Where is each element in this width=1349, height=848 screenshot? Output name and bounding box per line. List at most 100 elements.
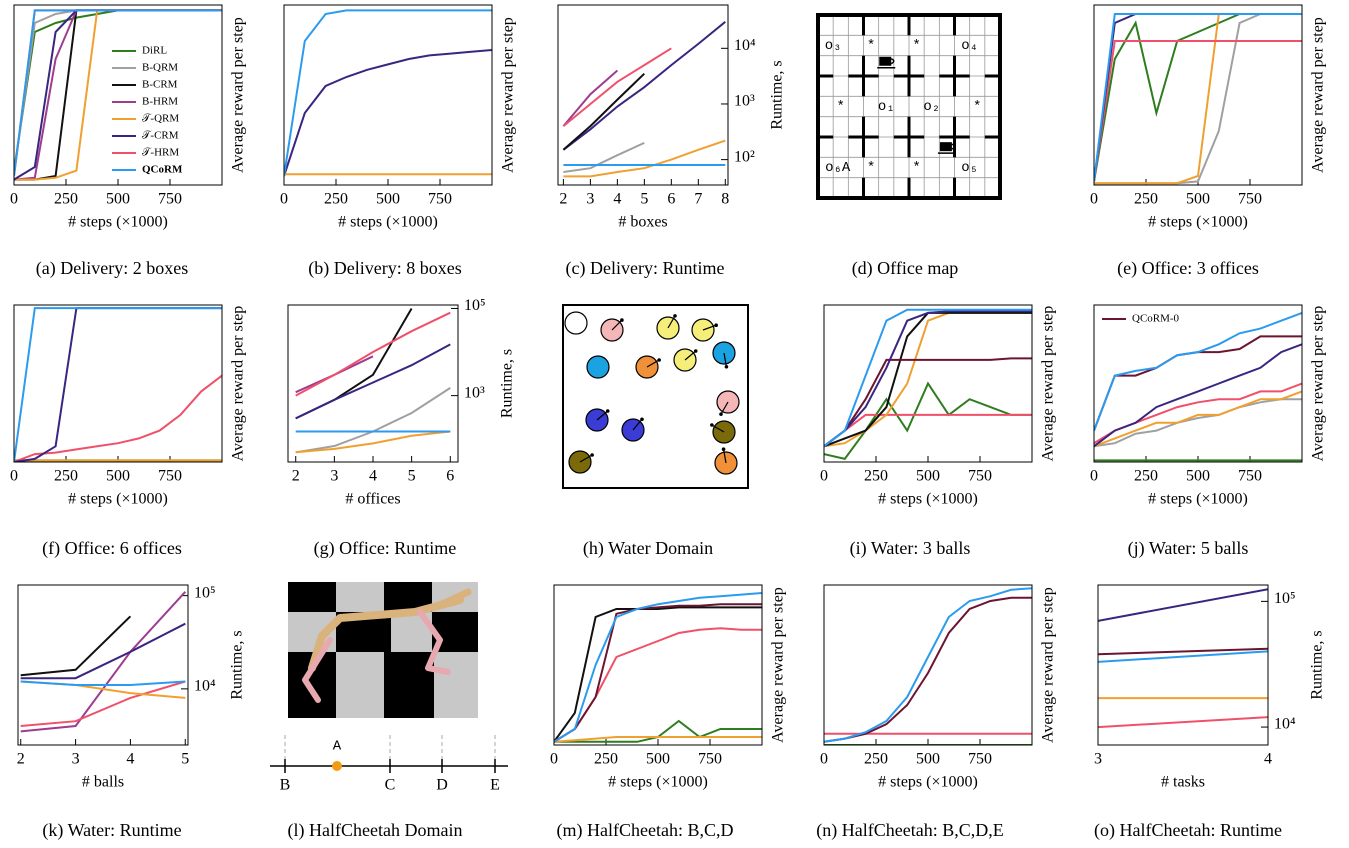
frame bbox=[816, 13, 1002, 200]
y-tick-label: 10³ bbox=[464, 384, 485, 401]
series-line bbox=[562, 47, 672, 127]
series-line bbox=[295, 343, 451, 420]
cheetah-body bbox=[308, 596, 464, 672]
chart: (o) HalfCheetah: Runtime # tasks Runtime, … bbox=[1094, 584, 1326, 841]
x-tick-label: 0 bbox=[820, 468, 828, 485]
agent bbox=[332, 761, 342, 771]
y-tick-label: 10⁴ bbox=[1274, 716, 1296, 733]
office-label: o₂ bbox=[923, 99, 940, 115]
caption: (e) Office: 3 offices bbox=[1117, 258, 1259, 279]
y-tick-label: 10² bbox=[734, 148, 755, 165]
chart: (b) Delivery: 8 boxes # steps (×1000) Aver… bbox=[280, 4, 517, 279]
series-line bbox=[824, 587, 1032, 743]
x-tick-label: 5 bbox=[640, 191, 648, 208]
chart: (f) Office: 6 offices # steps (×1000) Aver… bbox=[10, 304, 247, 559]
arrow-head bbox=[721, 447, 726, 452]
series-line bbox=[14, 307, 222, 462]
caption: (n) HalfCheetah: B,C,D,E bbox=[816, 820, 1003, 841]
x-tick-label: 0 bbox=[1090, 468, 1098, 485]
plot-frame bbox=[287, 304, 459, 463]
y-axis-label: Runtime, s bbox=[499, 349, 516, 418]
arrow-head bbox=[657, 358, 661, 362]
caption: (f) Office: 6 offices bbox=[42, 538, 182, 559]
legend-label: B-CRM bbox=[142, 79, 178, 91]
office-label: * bbox=[973, 99, 981, 115]
x-axis-label: # steps (×1000) bbox=[878, 491, 978, 508]
caption: (j) Water: 5 balls bbox=[1128, 538, 1249, 559]
office-label: o₁ bbox=[878, 99, 895, 115]
x-tick-label: 0 bbox=[10, 191, 18, 208]
series-line bbox=[824, 413, 1032, 448]
ball-arrow bbox=[611, 319, 623, 331]
coffee-handle bbox=[890, 58, 895, 65]
chart: (g) Office: Runtime # offices Runtime, s 2 3… bbox=[287, 297, 516, 559]
arrow-head bbox=[724, 364, 729, 369]
checker bbox=[384, 652, 434, 718]
series-line bbox=[824, 381, 1032, 461]
arrow-head bbox=[673, 314, 677, 318]
y-axis-label: Average reward per step bbox=[230, 306, 247, 462]
series-line bbox=[14, 9, 222, 177]
x-tick-label: 250 bbox=[1134, 191, 1158, 208]
x-tick-label: 250 bbox=[594, 751, 618, 768]
chart: (a) Delivery: 2 boxes # steps (×1000) Aver… bbox=[10, 4, 247, 279]
series-line bbox=[1094, 311, 1302, 431]
x-tick-label: 3 bbox=[1094, 751, 1102, 768]
chart: (i) Water: 3 balls # steps (×1000) Average… bbox=[820, 304, 1057, 559]
series-line bbox=[1094, 13, 1302, 182]
series-line bbox=[284, 49, 492, 177]
series-line bbox=[824, 311, 1032, 448]
plot-frame bbox=[553, 584, 763, 746]
y-axis-label: Average reward per step bbox=[500, 17, 517, 173]
series-line bbox=[563, 141, 645, 173]
chart: (m) HalfCheetah: B,C,D # steps (×1000) Ave… bbox=[550, 584, 787, 841]
ball-arrow bbox=[722, 449, 727, 464]
series-line bbox=[554, 606, 762, 743]
x-tick-label: 3 bbox=[72, 751, 80, 768]
x-tick-label: 0 bbox=[10, 468, 18, 485]
coffee-handle bbox=[951, 143, 956, 150]
y-axis-label: Average reward per step bbox=[1040, 306, 1057, 462]
arrow-head bbox=[590, 453, 594, 457]
ball-arrow bbox=[702, 324, 717, 331]
ball-arrow bbox=[711, 424, 725, 433]
halfcheetah-domain: A B C D E bbox=[270, 582, 508, 794]
series-line bbox=[14, 9, 222, 175]
x-tick-label: 750 bbox=[1238, 191, 1262, 208]
legend-label: 𝒯-QRM bbox=[142, 113, 179, 125]
ball bbox=[564, 311, 588, 335]
y-axis-label: Average reward per step bbox=[230, 17, 247, 173]
office-label: * bbox=[867, 38, 875, 54]
x-tick-label: 250 bbox=[54, 468, 78, 485]
x-tick-label: 750 bbox=[158, 191, 182, 208]
x-axis-label: # steps (×1000) bbox=[1148, 491, 1248, 508]
point-label: D bbox=[436, 777, 448, 794]
ball-arrow bbox=[684, 350, 697, 361]
series-line bbox=[20, 615, 132, 677]
arrow-head bbox=[620, 318, 624, 322]
series-line bbox=[562, 72, 645, 151]
series-line bbox=[1098, 647, 1268, 656]
plot-frame bbox=[1093, 304, 1303, 463]
x-axis-label: # steps (×1000) bbox=[1148, 214, 1248, 231]
x-tick-label: 4 bbox=[613, 191, 621, 208]
series-line bbox=[1098, 716, 1268, 729]
arrow-head bbox=[640, 417, 644, 422]
series-line bbox=[14, 374, 222, 462]
plot-frame bbox=[1093, 4, 1303, 186]
y-tick-label: 10⁴ bbox=[194, 678, 216, 695]
plot-frame bbox=[557, 4, 729, 186]
office-label: o₃ bbox=[825, 38, 842, 54]
series-line bbox=[295, 430, 451, 454]
ball-arrow bbox=[723, 352, 728, 367]
x-tick-label: 500 bbox=[916, 468, 940, 485]
series-line bbox=[824, 357, 1032, 448]
x-tick-label: 7 bbox=[694, 191, 702, 208]
series-line bbox=[14, 9, 222, 171]
x-tick-label: 2 bbox=[17, 751, 25, 768]
office-label: o₄ bbox=[961, 38, 978, 54]
ball-arrow bbox=[720, 401, 729, 415]
x-tick-label: 250 bbox=[54, 191, 78, 208]
office-label: * bbox=[912, 38, 920, 54]
